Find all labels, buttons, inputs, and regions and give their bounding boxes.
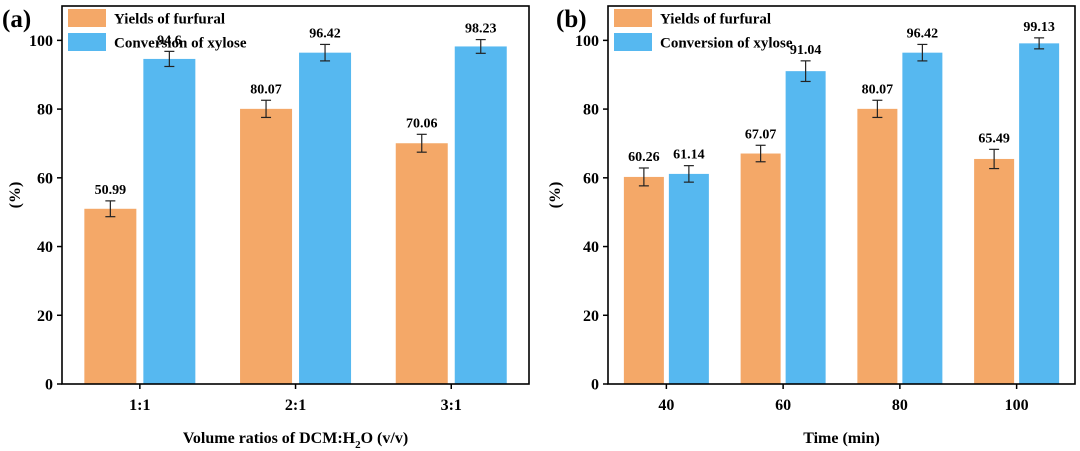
x-tick-label-3: 100 <box>1005 397 1029 414</box>
chart-panel-a: 50.99 94.6 1:1 80.07 96.42 2:1 70.06 98.23 3:1 0 2… <box>2 5 530 451</box>
y-tick-label-1: 20 <box>583 308 599 325</box>
data-label-yields-2: 70.06 <box>406 116 438 131</box>
legend-swatch-yields <box>614 9 652 27</box>
legend-swatch-conversion <box>68 33 106 51</box>
data-label-yields-2: 80.07 <box>862 82 894 97</box>
y-tick-label-4: 80 <box>583 102 599 119</box>
bar-yields-2 <box>395 143 448 384</box>
error-bar-conversion-2 <box>917 43 928 62</box>
bar-yields-2 <box>857 108 898 384</box>
bar-yields-0 <box>84 208 137 384</box>
legend-swatch-conversion <box>614 33 652 51</box>
data-label-conversion-2: 96.42 <box>907 26 939 41</box>
data-label-yields-1: 80.07 <box>250 82 282 97</box>
bar-conversion-2 <box>454 46 507 385</box>
bar-conversion-1 <box>299 52 352 384</box>
x-tick-label-2: 80 <box>892 397 908 414</box>
x-axis-title-tail: O (v/v) <box>361 430 409 447</box>
x-axis-title-main: Time (min) <box>803 430 880 447</box>
legend: Yields of furfural Conversion of xylose <box>68 9 247 52</box>
error-bar-yields-1 <box>261 99 272 119</box>
y-tick-label-3: 60 <box>37 170 53 187</box>
bar-conversion-2 <box>902 52 943 384</box>
panel-label: (b) <box>556 6 587 33</box>
error-bar-conversion-0 <box>683 165 694 183</box>
error-bar-conversion-0 <box>164 50 175 68</box>
error-bar-conversion-3 <box>1034 37 1045 50</box>
y-axis-title: (%) <box>547 182 564 209</box>
legend: Yields of furfural Conversion of xylose <box>614 9 793 52</box>
bar-conversion-3 <box>1019 43 1060 384</box>
y-tick-label-4: 80 <box>37 102 53 119</box>
legend-label-yields: Yields of furfural <box>114 12 225 28</box>
error-bar-yields-1 <box>755 144 766 163</box>
error-bar-yields-2 <box>872 99 883 119</box>
error-bar-yields-2 <box>416 133 427 153</box>
y-tick-label-0: 0 <box>45 377 53 394</box>
error-bar-conversion-1 <box>320 43 331 62</box>
chart-panel-b: 60.26 61.14 40 67.07 91.04 60 80.07 96.42 80 65.4… <box>547 5 1076 447</box>
error-bar-conversion-1 <box>800 60 811 83</box>
error-bar-yields-0 <box>105 200 116 218</box>
x-tick-label-1: 60 <box>775 397 791 414</box>
y-tick-label-5: 100 <box>29 33 53 50</box>
x-axis-title: Time (min) <box>803 430 880 447</box>
data-label-conversion-1: 91.04 <box>790 43 822 58</box>
bar-yields-3 <box>974 158 1015 384</box>
data-label-yields-3: 65.49 <box>978 131 1010 146</box>
x-tick-label-0: 40 <box>658 397 674 414</box>
bar-conversion-1 <box>785 71 826 385</box>
plot-frame <box>607 5 1076 385</box>
legend-label-conversion: Conversion of xylose <box>660 36 793 52</box>
y-tick-label-2: 40 <box>583 239 599 256</box>
bar-yields-1 <box>740 153 781 384</box>
data-label-yields-1: 67.07 <box>745 127 777 142</box>
data-label-yields-0: 50.99 <box>95 183 127 198</box>
y-tick-label-2: 40 <box>37 239 53 256</box>
legend-swatch-yields <box>68 9 106 27</box>
y-tick-label-5: 100 <box>575 33 599 50</box>
data-label-yields-0: 60.26 <box>628 150 660 165</box>
data-label-conversion-2: 98.23 <box>465 22 497 37</box>
error-bar-yields-3 <box>989 148 1000 170</box>
x-axis-title-subscript: 2 <box>355 439 361 451</box>
x-tick-label-1: 2:1 <box>285 397 306 414</box>
bar-yields-1 <box>240 108 293 384</box>
data-label-conversion-1: 96.42 <box>309 26 341 41</box>
bar-conversion-0 <box>143 58 196 385</box>
legend-label-yields: Yields of furfural <box>660 12 771 28</box>
y-tick-label-1: 20 <box>37 308 53 325</box>
error-bar-conversion-2 <box>475 38 486 54</box>
y-axis-title: (%) <box>7 182 24 209</box>
legend-label-conversion: Conversion of xylose <box>114 36 247 52</box>
bar-yields-0 <box>623 176 664 384</box>
y-tick-label-0: 0 <box>591 377 599 394</box>
data-label-conversion-3: 99.13 <box>1023 20 1055 35</box>
x-tick-label-0: 1:1 <box>129 397 150 414</box>
panel-label: (a) <box>2 6 31 33</box>
plot-frame <box>61 5 530 385</box>
x-tick-label-2: 3:1 <box>441 397 462 414</box>
x-axis-title-main: Volume ratios of DCM:H <box>183 430 356 447</box>
y-tick-label-3: 60 <box>583 170 599 187</box>
x-axis-title: Volume ratios of DCM:H2O (v/v) <box>183 430 408 451</box>
bar-conversion-0 <box>668 173 709 384</box>
data-label-conversion-0: 61.14 <box>673 148 705 163</box>
data-label-conversion-0: 94.6 <box>157 33 182 48</box>
error-bar-yields-0 <box>638 167 649 187</box>
